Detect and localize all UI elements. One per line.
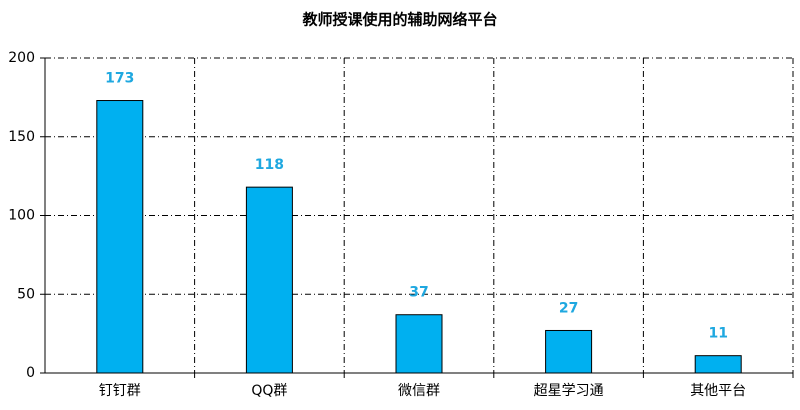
value-label: 37 [409, 285, 428, 301]
chart-title: 教师授课使用的辅助网络平台 [301, 11, 497, 29]
y-tick-label: 100 [8, 208, 35, 224]
y-tick-label: 0 [26, 365, 35, 381]
x-tick-label: 超星学习通 [534, 383, 604, 399]
value-label: 173 [105, 71, 134, 87]
bar [395, 314, 443, 374]
y-tick-label: 50 [17, 286, 35, 302]
y-tick-label: 200 [8, 50, 35, 66]
x-tick-label: 钉钉群 [99, 383, 141, 399]
value-label: 118 [255, 157, 284, 173]
bar [96, 100, 144, 374]
bar [245, 186, 293, 374]
bar [694, 355, 742, 374]
x-tick-label: 其他平台 [690, 383, 746, 399]
x-tick-label: QQ群 [251, 383, 287, 399]
value-label: 11 [708, 326, 727, 342]
value-label: 27 [559, 300, 578, 316]
y-tick-label: 150 [8, 129, 35, 145]
x-tick-label: 微信群 [398, 383, 440, 399]
bar [545, 329, 593, 374]
